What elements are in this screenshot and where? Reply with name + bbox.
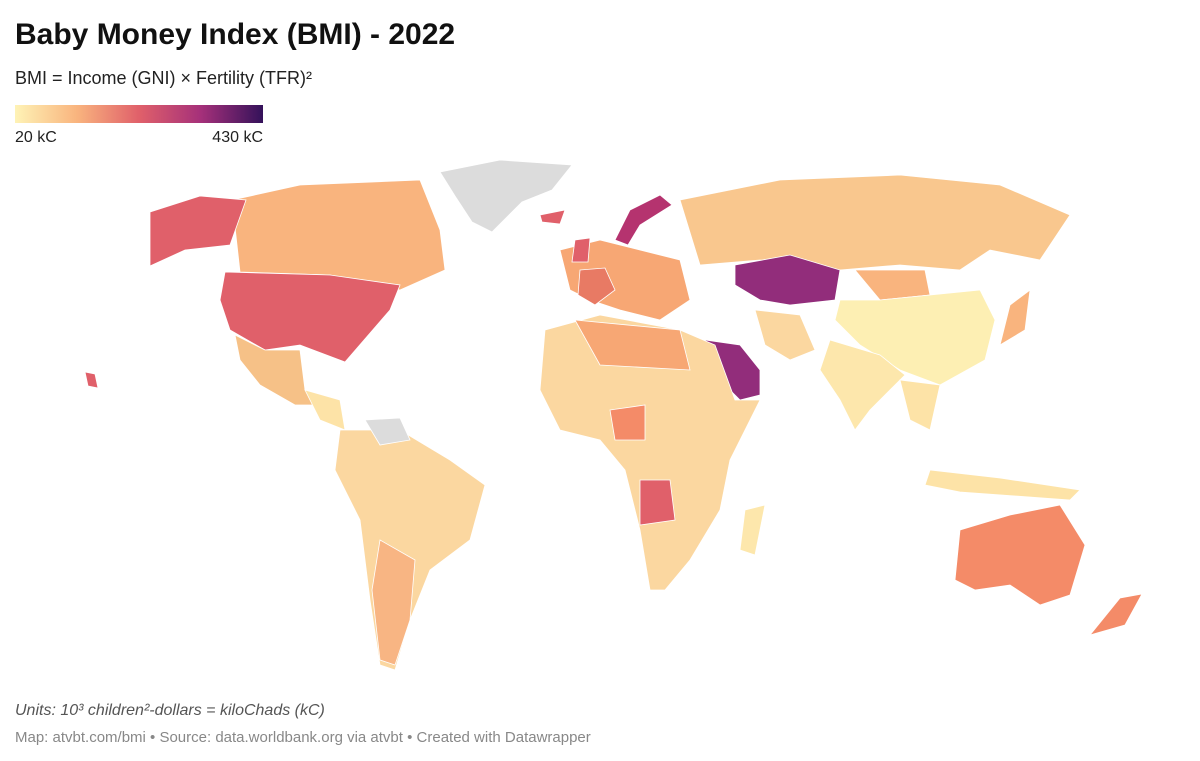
- title: Baby Money Index (BMI) - 2022: [15, 18, 455, 51]
- north-africa: [574, 319, 691, 371]
- guianas: [364, 417, 411, 446]
- color-scale: [15, 105, 263, 123]
- iran: [754, 309, 816, 361]
- china: [834, 289, 996, 386]
- indonesia: [924, 469, 1081, 501]
- france: [577, 267, 616, 306]
- legend: 20 kC 430 kC: [15, 105, 263, 146]
- nigeria: [609, 404, 646, 441]
- argentina: [371, 539, 416, 666]
- japan: [999, 289, 1031, 346]
- units-note: Units: 10³ children²-dollars = kiloChads…: [15, 702, 325, 719]
- uk: [571, 237, 591, 263]
- southeast-asia: [899, 379, 941, 431]
- legend-label: 20 kC: [15, 129, 57, 146]
- world-map: [84, 159, 1143, 671]
- south-america: [334, 429, 486, 671]
- subtitle: BMI = Income (GNI) × Fertility (TFR)²: [15, 68, 312, 88]
- russia: [679, 174, 1071, 271]
- central-america: [304, 389, 346, 431]
- mongolia: [854, 269, 931, 301]
- legend-label: 430 kC: [212, 129, 263, 146]
- africa: [539, 314, 761, 591]
- usa: [219, 271, 401, 363]
- iceland: [539, 209, 566, 225]
- hawaii: [84, 371, 99, 389]
- alaska: [149, 195, 247, 267]
- madagascar: [739, 504, 766, 556]
- greenland: [439, 159, 573, 233]
- india: [819, 339, 906, 431]
- kazakhstan: [734, 254, 841, 306]
- norway: [614, 194, 673, 246]
- source-note: Map: atvbt.com/bmi • Source: data.worldb…: [15, 729, 591, 746]
- new-zealand: [1088, 593, 1143, 636]
- australia: [954, 504, 1086, 606]
- angola: [639, 479, 676, 526]
